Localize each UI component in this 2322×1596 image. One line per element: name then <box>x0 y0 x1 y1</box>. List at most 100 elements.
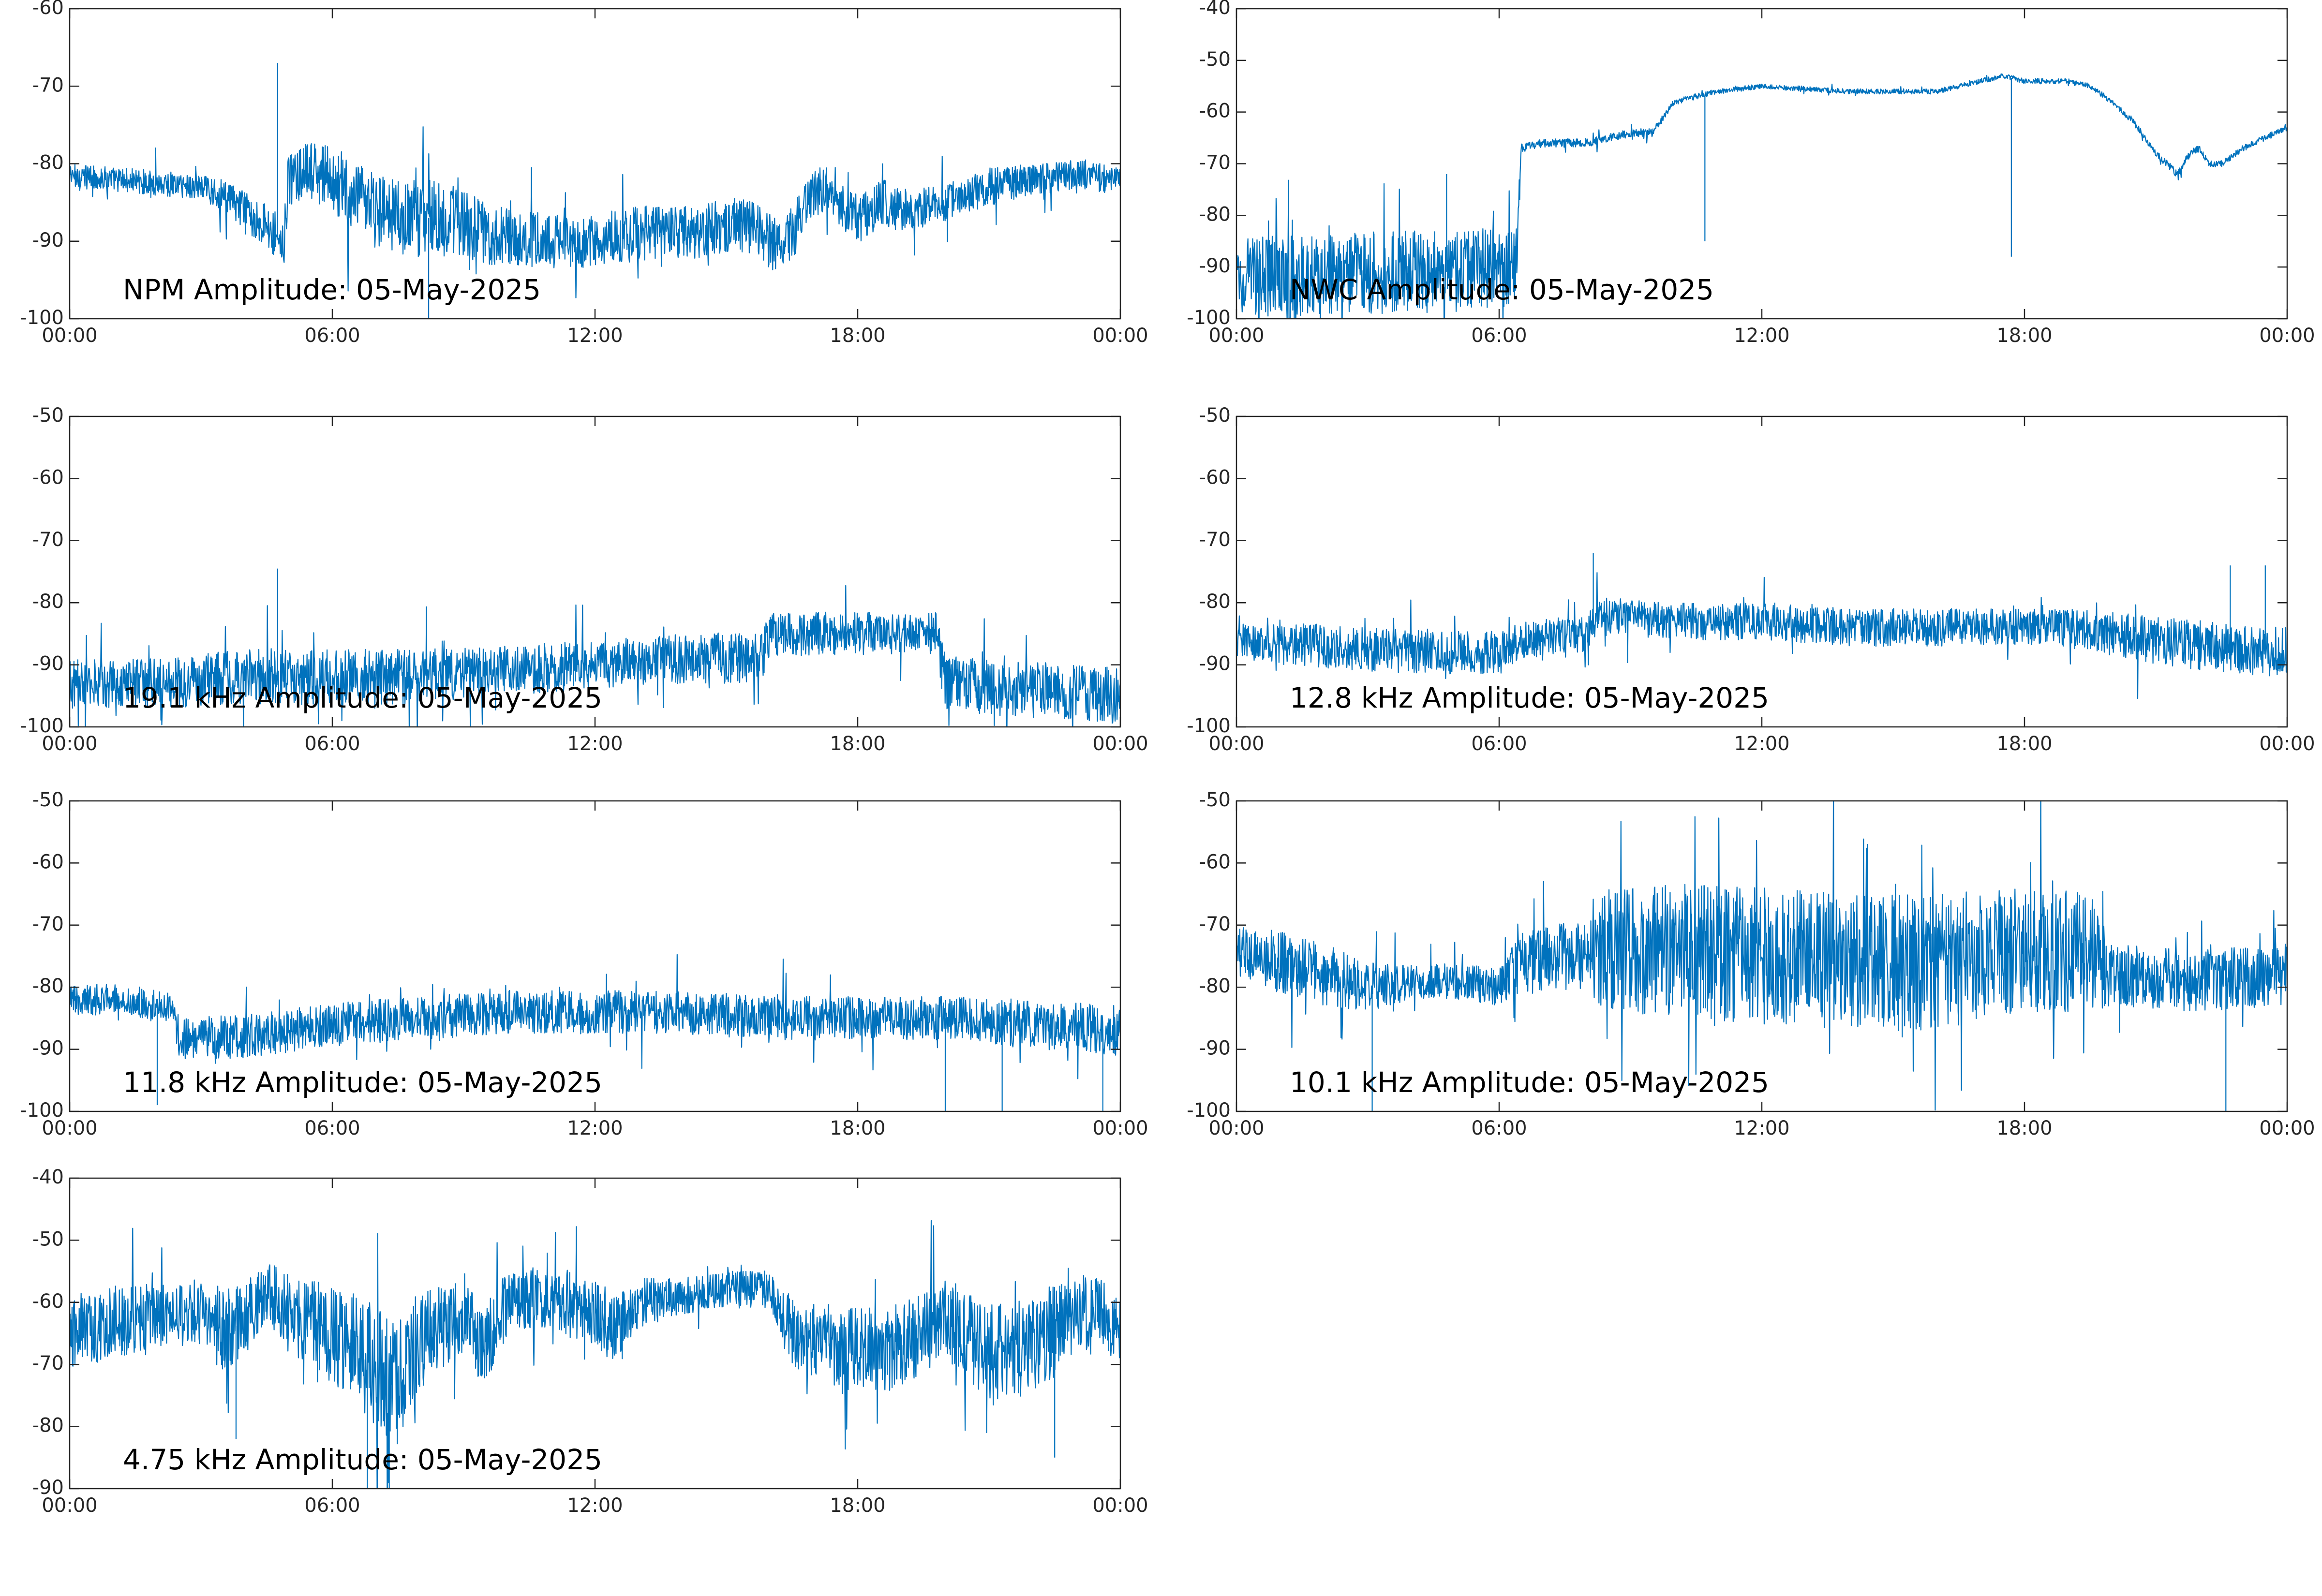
chart-panel-2: -40 -50 -60 -70 -80 -90 -100 00:00 06:00 12:00 18:… <box>1187 0 2315 347</box>
y-tick-label: -90 <box>1199 653 1231 675</box>
y-tick-label: -70 <box>32 529 64 551</box>
y-tick-label: -50 <box>32 404 64 427</box>
x-tick-label: 12:00 <box>1734 733 1789 755</box>
x-tick-label: 06:00 <box>304 1117 360 1139</box>
plot-frame <box>69 800 1121 1112</box>
x-tick-label: 12:00 <box>567 733 623 755</box>
y-tick-label: -100 <box>20 307 64 329</box>
x-tick-label: 12:00 <box>1734 325 1789 347</box>
panel-title: 12.8 kHz Amplitude: 05-May-2025 <box>1290 681 1769 714</box>
x-tick-label: 00:00 <box>42 1494 97 1517</box>
y-tick-label: -60 <box>32 0 64 19</box>
series-trace <box>70 126 1120 298</box>
y-tick-label: -90 <box>32 229 64 251</box>
x-tick-label: 00:00 <box>1092 325 1148 347</box>
y-tick-label: -50 <box>32 1228 64 1250</box>
y-tick-label: -80 <box>32 152 64 174</box>
y-tick-label: -90 <box>1199 255 1231 277</box>
y-tick-label: -80 <box>32 1415 64 1437</box>
panel-title: NPM Amplitude: 05-May-2025 <box>123 273 541 306</box>
y-tick-label: -70 <box>1199 529 1231 551</box>
panel-title: 19.1 kHz Amplitude: 05-May-2025 <box>123 681 602 714</box>
series-trace <box>70 1220 1120 1489</box>
y-tick-label: -90 <box>32 1037 64 1060</box>
x-tick-label: 18:00 <box>830 1117 885 1139</box>
x-tick-label: 18:00 <box>1996 1117 2052 1139</box>
x-tick-label: 00:00 <box>2259 325 2315 347</box>
series-trace <box>70 585 1120 727</box>
panel-title: 4.75 kHz Amplitude: 05-May-2025 <box>123 1443 602 1476</box>
y-tick-label: -50 <box>1199 789 1231 811</box>
y-tick-label: -40 <box>32 1166 64 1188</box>
y-tick-label: -80 <box>1199 203 1231 225</box>
x-tick-label: 00:00 <box>2259 1117 2315 1139</box>
y-tick-label: -50 <box>1199 48 1231 71</box>
x-tick-label: 00:00 <box>42 325 97 347</box>
x-tick-label: 18:00 <box>1996 733 2052 755</box>
x-tick-label: 18:00 <box>830 1494 885 1517</box>
x-tick-label: 06:00 <box>304 733 360 755</box>
y-tick-label: -60 <box>1199 851 1231 873</box>
series-trace <box>1236 73 2287 319</box>
y-tick-label: -40 <box>1199 0 1231 19</box>
x-tick-label: 12:00 <box>567 1494 623 1517</box>
y-tick-label: -90 <box>1199 1037 1231 1060</box>
y-tick-label: -70 <box>1199 913 1231 935</box>
y-tick-label: -60 <box>32 1290 64 1313</box>
series-trace <box>1236 801 2287 1111</box>
y-tick-label: -80 <box>1199 591 1231 613</box>
y-tick-label: -100 <box>1187 307 1231 329</box>
x-tick-label: 06:00 <box>1471 1117 1527 1139</box>
y-tick-label: -80 <box>1199 975 1231 997</box>
y-tick-label: -80 <box>32 591 64 613</box>
x-tick-label: 18:00 <box>830 733 885 755</box>
x-tick-label: 12:00 <box>567 325 623 347</box>
y-tick-label: -60 <box>32 851 64 873</box>
plot-frame <box>1235 800 2288 1112</box>
y-tick-label: -100 <box>1187 1099 1231 1122</box>
y-tick-label: -60 <box>1199 100 1231 122</box>
x-tick-label: 06:00 <box>1471 733 1527 755</box>
x-tick-label: 06:00 <box>304 325 360 347</box>
x-tick-label: 00:00 <box>42 733 97 755</box>
y-tick-label: -100 <box>20 715 64 737</box>
x-tick-label: 00:00 <box>1092 733 1148 755</box>
y-tick-label: -70 <box>32 74 64 96</box>
y-tick-label: -60 <box>32 466 64 488</box>
x-tick-label: 06:00 <box>304 1494 360 1517</box>
y-tick-label: -70 <box>32 1352 64 1374</box>
y-tick-label: -50 <box>32 789 64 811</box>
x-tick-label: 18:00 <box>1996 325 2052 347</box>
x-tick-label: 00:00 <box>2259 733 2315 755</box>
y-tick-label: -50 <box>1199 404 1231 427</box>
x-tick-label: 12:00 <box>1734 1117 1789 1139</box>
panel-title: 11.8 kHz Amplitude: 05-May-2025 <box>123 1066 602 1099</box>
y-tick-label: -60 <box>1199 466 1231 488</box>
x-tick-label: 18:00 <box>830 325 885 347</box>
y-tick-label: -80 <box>32 975 64 997</box>
x-tick-label: 00:00 <box>1092 1117 1148 1139</box>
series-trace <box>70 954 1120 1079</box>
y-tick-label: -70 <box>32 913 64 935</box>
x-tick-label: 12:00 <box>567 1117 623 1139</box>
panel-title: NWC Amplitude: 05-May-2025 <box>1290 273 1714 306</box>
y-tick-label: -100 <box>20 1099 64 1122</box>
plot-frame <box>1235 415 2288 728</box>
x-tick-label: 00:00 <box>42 1117 97 1139</box>
x-tick-label: 00:00 <box>1208 1117 1264 1139</box>
x-tick-label: 00:00 <box>1092 1494 1148 1517</box>
plot-frame <box>69 8 1121 320</box>
x-tick-label: 00:00 <box>1208 733 1264 755</box>
y-tick-label: -100 <box>1187 715 1231 737</box>
x-tick-label: 06:00 <box>1471 325 1527 347</box>
y-tick-label: -70 <box>1199 152 1231 174</box>
y-tick-label: -90 <box>32 1477 64 1499</box>
